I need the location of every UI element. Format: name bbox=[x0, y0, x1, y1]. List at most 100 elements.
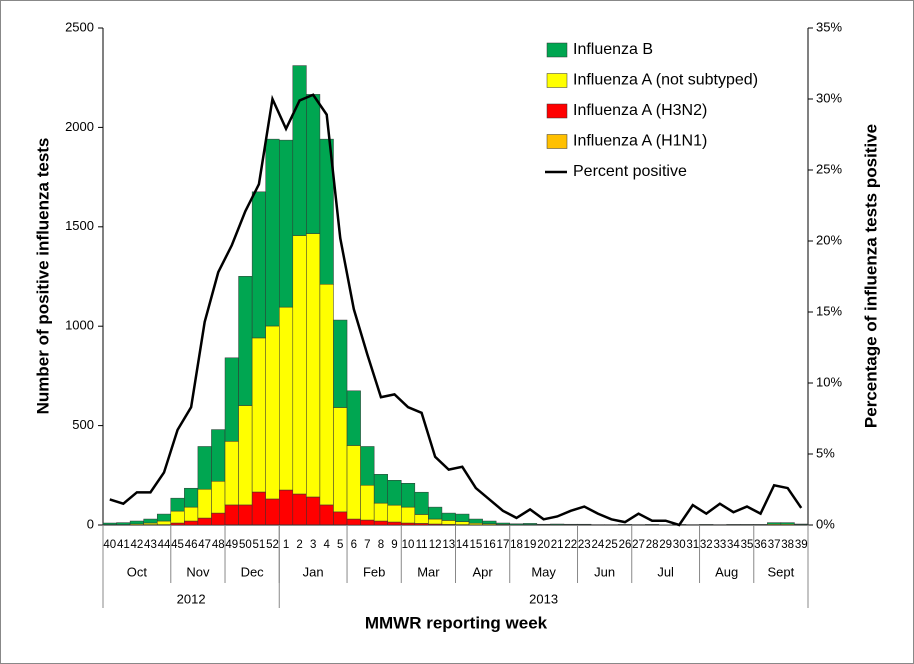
months-label: Nov bbox=[186, 564, 210, 579]
bar-segment bbox=[401, 483, 416, 508]
bar-segment bbox=[102, 522, 117, 525]
legend-label: Percent positive bbox=[573, 163, 687, 180]
x-tick-label: 1 bbox=[283, 539, 289, 551]
bar-segment bbox=[455, 513, 470, 522]
bar-segment bbox=[333, 407, 348, 513]
bar-segment bbox=[170, 522, 185, 526]
bar-segment bbox=[197, 488, 212, 519]
bar-segment bbox=[156, 520, 172, 525]
bar-segment bbox=[279, 306, 294, 491]
legend-swatch bbox=[546, 103, 568, 119]
x-tick-label: 27 bbox=[632, 539, 645, 551]
x-tick-label: 3 bbox=[310, 539, 316, 551]
bar-segment bbox=[224, 441, 239, 506]
x-tick-label: 24 bbox=[591, 539, 604, 551]
months-label: Apr bbox=[472, 564, 493, 579]
bar-segment bbox=[482, 520, 497, 525]
bar-segment bbox=[441, 520, 456, 525]
x-tick-label: 4 bbox=[323, 539, 330, 551]
bar-segment bbox=[509, 523, 524, 526]
bar-segment bbox=[428, 518, 443, 525]
x-tick-label: 28 bbox=[646, 539, 659, 551]
x-tick-label: 32 bbox=[700, 539, 713, 551]
x-tick-label: 19 bbox=[524, 539, 537, 551]
bar-segment bbox=[373, 502, 388, 522]
y-tick-label: 1500 bbox=[65, 218, 94, 233]
x-tick-label: 40 bbox=[103, 539, 116, 551]
bar-segment bbox=[170, 497, 185, 512]
bar-segment bbox=[251, 491, 266, 526]
y-tick-label: 1000 bbox=[65, 318, 94, 333]
x-tick-label: 31 bbox=[686, 539, 699, 551]
y2-tick-label: 35% bbox=[816, 19, 842, 34]
bar-segment bbox=[373, 474, 388, 504]
months-label: Sept bbox=[768, 564, 795, 579]
y2-axis-label: Percentage of influenza tests positive bbox=[861, 124, 880, 428]
months-label: Feb bbox=[363, 564, 385, 579]
bar-segment bbox=[523, 523, 538, 525]
bar-segment bbox=[238, 405, 253, 506]
x-tick-label: 39 bbox=[795, 539, 808, 551]
months-label: Oct bbox=[127, 564, 148, 579]
months-label: May bbox=[531, 564, 556, 579]
x-tick-label: 16 bbox=[483, 539, 496, 551]
x-tick-label: 12 bbox=[429, 539, 442, 551]
bar-segment bbox=[346, 518, 361, 526]
y2-tick-label: 15% bbox=[816, 303, 842, 318]
x-tick-label: 6 bbox=[351, 539, 357, 551]
x-tick-label: 18 bbox=[510, 539, 523, 551]
bar-segment bbox=[292, 65, 307, 236]
x-tick-label: 14 bbox=[456, 539, 469, 551]
x-tick-label: 36 bbox=[754, 539, 767, 551]
bar-segment bbox=[184, 487, 199, 508]
bar-segment bbox=[211, 481, 226, 514]
bar-segment bbox=[346, 445, 361, 520]
bar-segment bbox=[251, 337, 266, 493]
bar-segment bbox=[279, 139, 294, 308]
bar-segment bbox=[238, 504, 253, 526]
bar-segment bbox=[495, 522, 510, 525]
x-tick-label: 38 bbox=[781, 539, 794, 551]
bar-segment bbox=[292, 235, 307, 495]
bar-segment bbox=[279, 489, 294, 526]
bar-segment bbox=[428, 506, 443, 520]
months-label: Jul bbox=[657, 564, 674, 579]
y-tick-label: 500 bbox=[72, 417, 94, 432]
bar-segment bbox=[360, 519, 375, 526]
bar-segment bbox=[794, 523, 809, 525]
x-tick-label: 10 bbox=[402, 539, 415, 551]
x-tick-label: 23 bbox=[578, 539, 591, 551]
bar-segment bbox=[319, 138, 334, 285]
years-label: 2012 bbox=[177, 591, 206, 606]
x-tick-label: 22 bbox=[564, 539, 577, 551]
bar-segment bbox=[441, 512, 456, 521]
bar-segment bbox=[333, 511, 348, 526]
y-tick-label: 2000 bbox=[65, 119, 94, 134]
legend-label: Influenza B bbox=[573, 41, 653, 58]
x-tick-label: 47 bbox=[198, 539, 211, 551]
x-tick-label: 37 bbox=[768, 539, 781, 551]
bar-segment bbox=[211, 512, 226, 526]
bar-segment bbox=[536, 523, 551, 526]
bar-segment bbox=[360, 446, 375, 486]
x-tick-label: 9 bbox=[391, 539, 397, 551]
legend-label: Influenza A (H3N2) bbox=[573, 102, 707, 119]
bar-segment bbox=[387, 504, 402, 523]
legend-label: Influenza A (H1N1) bbox=[573, 133, 707, 150]
x-tick-label: 45 bbox=[171, 539, 184, 551]
bar-segment bbox=[224, 504, 239, 526]
bar-segment bbox=[401, 522, 416, 526]
x-tick-label: 46 bbox=[185, 539, 198, 551]
bar-segment bbox=[170, 510, 185, 524]
x-tick-label: 7 bbox=[364, 539, 370, 551]
x-tick-label: 5 bbox=[337, 539, 343, 551]
bar-segment bbox=[346, 390, 361, 446]
bar-segment bbox=[306, 233, 321, 498]
legend-swatch bbox=[546, 73, 568, 88]
bar-segment bbox=[129, 520, 144, 525]
y2-tick-label: 25% bbox=[816, 161, 842, 176]
x-tick-label: 21 bbox=[551, 539, 564, 551]
x-tick-label: 49 bbox=[225, 539, 238, 551]
x-tick-label: 13 bbox=[442, 539, 455, 551]
